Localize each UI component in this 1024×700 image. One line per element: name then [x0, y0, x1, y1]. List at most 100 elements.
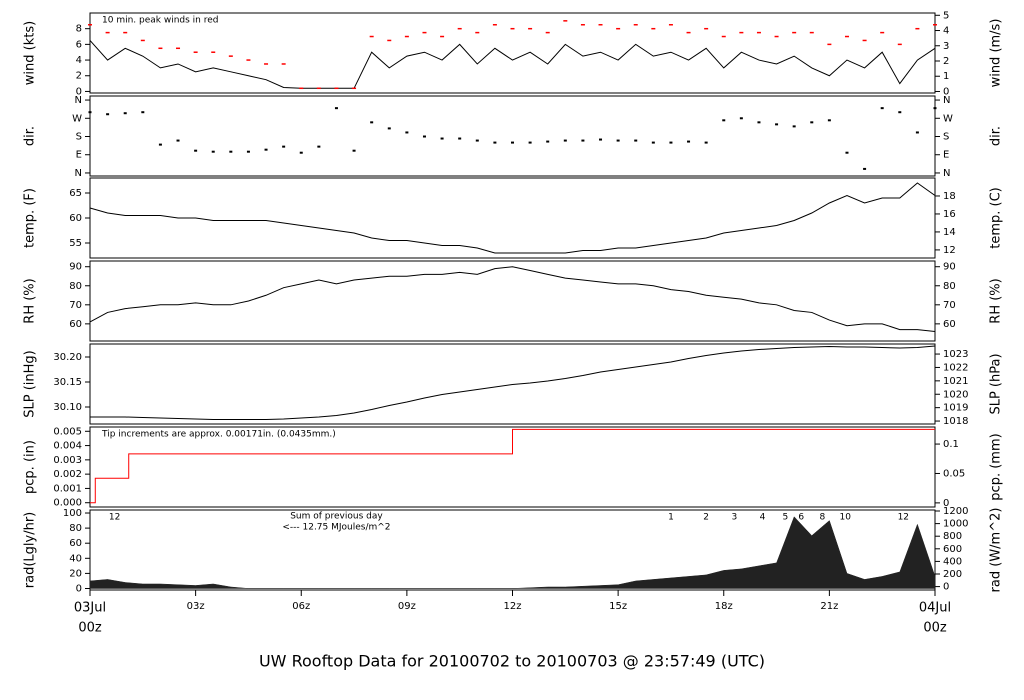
point	[370, 121, 374, 124]
point	[387, 127, 391, 130]
point	[810, 121, 814, 124]
y2-tick-label: 1020	[943, 389, 968, 400]
point	[123, 112, 127, 115]
y-tick-label: 60	[69, 538, 82, 549]
y-axis-label: temp. (F)	[23, 188, 38, 248]
y-tick-label: 70	[69, 300, 82, 311]
point	[722, 119, 726, 122]
hour-mark: 12	[109, 513, 120, 523]
point	[246, 150, 250, 153]
y-tick-label: 20	[69, 568, 82, 579]
y-axis-label: pcp. (in)	[23, 440, 38, 494]
y-tick-label: E	[76, 150, 82, 161]
y-axis-label: rad(Lgly/hr)	[23, 512, 38, 588]
point	[211, 150, 215, 153]
y2-tick-label: 0.1	[943, 439, 959, 450]
y-tick-label: W	[72, 113, 82, 124]
y2-axis-label: pcp. (mm)	[989, 433, 1004, 500]
panel-frame	[89, 343, 936, 425]
point	[757, 121, 761, 124]
hour-mark: 6	[798, 513, 804, 523]
line	[90, 345, 936, 420]
y2-tick-label: 4	[943, 26, 949, 37]
y2-tick-label: E	[943, 150, 949, 161]
hour-mark: 4	[760, 513, 766, 523]
y2-axis-label: dir.	[989, 126, 1004, 146]
hour-mark: 8	[819, 513, 825, 523]
y-tick-label: N	[75, 168, 82, 179]
point	[898, 111, 902, 114]
y-tick-label: 0.003	[53, 455, 82, 466]
hour-mark: 2	[703, 513, 709, 523]
annotation: Tip increments are approx. 0.00171in. (0…	[101, 430, 336, 440]
y-tick-label: 0	[76, 583, 82, 594]
x-tick-label: 00z	[923, 621, 947, 636]
hour-mark: 10	[839, 513, 851, 523]
y2-axis-label: SLP (hPa)	[989, 353, 1004, 414]
point	[352, 149, 356, 152]
point	[317, 145, 321, 148]
line	[89, 182, 936, 254]
y-tick-label: 0.000	[53, 498, 82, 509]
y-tick-label: 0.005	[53, 426, 82, 437]
y-tick-label: 80	[69, 523, 82, 534]
y-tick-label: 30.15	[53, 377, 82, 388]
point	[563, 139, 567, 142]
point	[176, 139, 180, 142]
point	[194, 149, 198, 152]
point	[264, 148, 268, 151]
point	[739, 117, 743, 120]
y2-axis-label: temp. (C)	[989, 187, 1004, 249]
y-tick-label: 60	[69, 319, 82, 330]
point	[616, 139, 620, 142]
hour-mark: 5	[782, 513, 788, 523]
y2-tick-label: 200	[943, 569, 962, 580]
y-axis-label: dir.	[23, 126, 38, 146]
point	[599, 138, 603, 141]
y2-tick-label: 80	[943, 281, 956, 292]
x-tick-label: 18z	[715, 601, 733, 612]
point	[546, 140, 550, 143]
panel-frame	[89, 426, 936, 508]
y-tick-label: 80	[69, 281, 82, 292]
y2-tick-label: 16	[943, 209, 956, 220]
y-axis-label: SLP (inHg)	[23, 350, 38, 418]
y-tick-label: N	[75, 95, 82, 106]
y-tick-label: 60	[69, 213, 82, 224]
y2-tick-label: 1023	[943, 349, 968, 360]
y2-tick-label: 1021	[943, 376, 968, 387]
y2-tick-label: W	[943, 113, 953, 124]
panel-frame	[89, 12, 936, 94]
point	[158, 143, 162, 146]
point	[440, 137, 444, 140]
x-tick-label: 03z	[187, 601, 205, 612]
y2-tick-label: N	[943, 168, 950, 179]
point	[634, 139, 638, 142]
y2-tick-label: 1022	[943, 362, 968, 373]
x-tick-date: 04Jul	[919, 601, 951, 616]
line	[89, 266, 936, 332]
point	[792, 125, 796, 128]
y2-tick-label: 60	[943, 319, 956, 330]
y2-tick-label: 2	[943, 56, 949, 67]
annotation: 10 min. peak winds in red	[102, 16, 219, 26]
point	[88, 111, 92, 114]
point	[405, 131, 409, 134]
point	[141, 111, 145, 114]
y-tick-label: 90	[69, 262, 82, 273]
x-tick-label: 00z	[78, 621, 102, 636]
x-tick-label: 15z	[609, 601, 627, 612]
y-tick-label: 30.10	[53, 402, 82, 413]
x-tick-label: 09z	[398, 601, 416, 612]
point	[334, 107, 338, 110]
y2-tick-label: 18	[943, 191, 956, 202]
y2-tick-label: 1200	[943, 506, 968, 517]
x-tick-label: 21z	[820, 601, 838, 612]
y-tick-label: 2	[76, 71, 82, 82]
point	[669, 141, 673, 144]
y2-tick-label: 0	[943, 86, 949, 97]
hour-mark: 3	[731, 513, 737, 523]
y2-tick-label: 0.05	[943, 468, 965, 479]
